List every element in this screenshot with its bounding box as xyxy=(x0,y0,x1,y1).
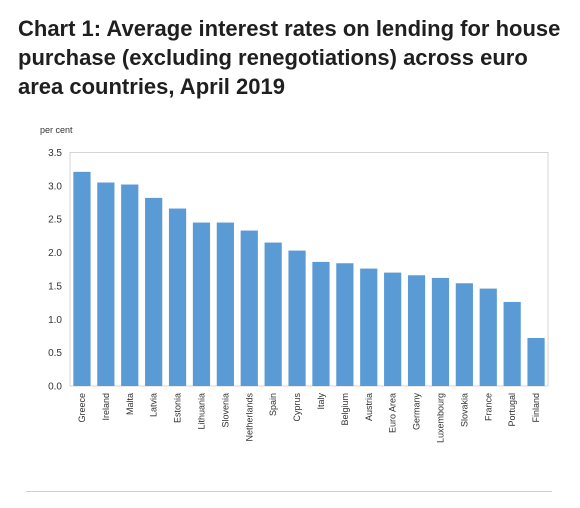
x-tick-label: Slovenia xyxy=(220,393,230,428)
x-tick-label: Finland xyxy=(531,393,541,423)
bar-estonia xyxy=(168,208,187,386)
bar-euro-area xyxy=(384,272,402,386)
bar-luxembourg xyxy=(431,277,450,386)
x-tick-label: Latvia xyxy=(149,393,159,417)
chart-title: Chart 1: Average interest rates on lendi… xyxy=(18,16,561,99)
x-tick-label: Ireland xyxy=(101,393,111,421)
bar-netherlands xyxy=(240,230,258,386)
y-axis-label: per cent xyxy=(40,125,73,135)
x-tick-label: Luxembourg xyxy=(435,393,445,443)
x-tick-label: Slovakia xyxy=(459,393,469,427)
y-tick-label: 3.5 xyxy=(48,148,62,159)
footer-divider xyxy=(26,491,552,492)
bar-slovenia xyxy=(216,222,234,386)
bar-austria xyxy=(360,268,378,386)
bar-germany xyxy=(407,275,426,386)
bar-belgium xyxy=(336,263,354,386)
bar-greece xyxy=(73,171,91,386)
plot-area-frame xyxy=(69,152,549,387)
x-tick-label: Austria xyxy=(364,393,374,421)
y-tick-label: 1.0 xyxy=(48,315,62,326)
x-tick-label: Spain xyxy=(268,393,278,416)
y-tick-label: 3.0 xyxy=(48,181,62,192)
x-tick-label: Estonia xyxy=(173,393,183,423)
x-tick-label: Portugal xyxy=(507,393,517,427)
bar-latvia xyxy=(145,197,163,386)
y-tick-label: 0.0 xyxy=(48,382,62,393)
y-tick-label: 1.5 xyxy=(48,281,62,292)
x-tick-label: Malta xyxy=(125,393,135,415)
bar-malta xyxy=(121,184,139,386)
bar-france xyxy=(479,288,497,386)
bar-lithuania xyxy=(192,222,211,386)
y-tick-label: 0.5 xyxy=(48,348,62,359)
bar-finland xyxy=(527,337,545,386)
bar-slovakia xyxy=(455,283,473,386)
bar-cyprus xyxy=(288,250,306,386)
x-tick-label: Netherlands xyxy=(244,393,254,442)
bar-ireland xyxy=(97,182,115,386)
x-tick-label: France xyxy=(483,393,493,421)
bar-spain xyxy=(264,242,282,386)
x-tick-label: Euro Area xyxy=(388,393,398,433)
x-tick-label: Cyprus xyxy=(292,393,302,422)
x-tick-label: Germany xyxy=(412,393,422,431)
bar-italy xyxy=(312,261,330,386)
bar-portugal xyxy=(503,301,521,386)
x-tick-label: Lithuania xyxy=(196,393,206,430)
y-tick-label: 2.0 xyxy=(48,248,62,259)
x-tick-label: Greece xyxy=(77,393,87,423)
x-tick-label: Italy xyxy=(316,393,326,410)
y-tick-label: 2.5 xyxy=(48,215,62,226)
x-tick-label: Belgium xyxy=(340,393,350,426)
